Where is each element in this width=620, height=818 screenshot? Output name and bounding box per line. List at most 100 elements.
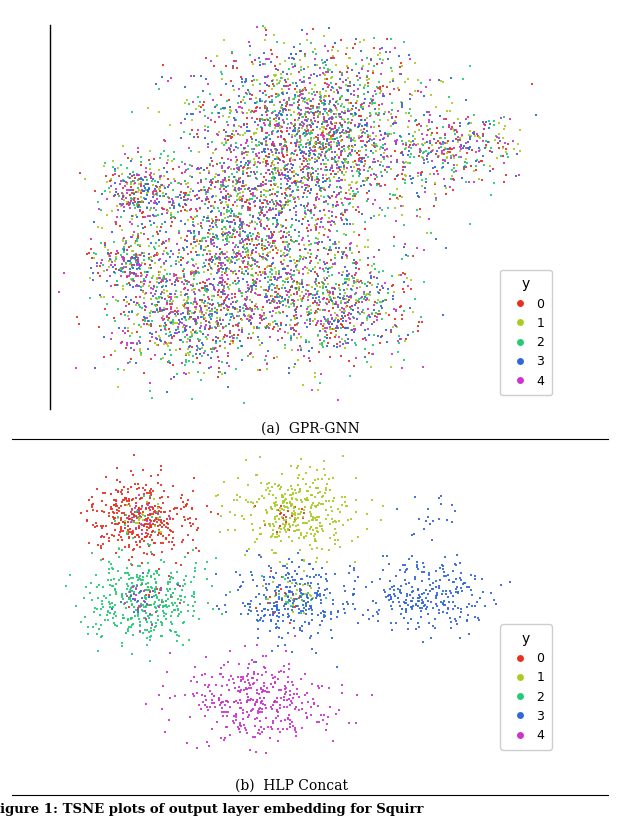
Point bbox=[295, 578, 305, 591]
Point bbox=[221, 694, 231, 708]
Point bbox=[102, 275, 112, 288]
Point bbox=[252, 183, 262, 196]
Point bbox=[243, 597, 253, 610]
Point bbox=[440, 569, 450, 582]
Point bbox=[295, 74, 305, 87]
Point bbox=[276, 534, 286, 547]
Point bbox=[134, 196, 144, 209]
Point bbox=[294, 229, 304, 242]
Point bbox=[136, 517, 146, 530]
Point bbox=[168, 512, 178, 525]
Point bbox=[271, 115, 281, 128]
Point bbox=[294, 339, 304, 353]
Point bbox=[146, 201, 156, 214]
Point bbox=[425, 108, 435, 121]
Point bbox=[423, 568, 433, 581]
Point bbox=[133, 254, 143, 267]
Point bbox=[261, 139, 271, 152]
Point bbox=[399, 155, 409, 169]
Point bbox=[304, 92, 314, 106]
Point bbox=[343, 142, 353, 155]
Point bbox=[361, 70, 371, 83]
Point bbox=[184, 142, 193, 155]
Point bbox=[170, 326, 180, 339]
Point bbox=[285, 517, 294, 530]
Point bbox=[123, 624, 133, 637]
Point bbox=[134, 335, 144, 348]
Point bbox=[317, 596, 327, 609]
Point bbox=[144, 564, 154, 577]
Point bbox=[198, 183, 208, 196]
Point bbox=[216, 156, 226, 169]
Point bbox=[334, 87, 343, 100]
Point bbox=[332, 610, 342, 623]
Point bbox=[141, 287, 151, 300]
Point bbox=[378, 151, 388, 164]
Point bbox=[302, 178, 312, 191]
Point bbox=[309, 139, 319, 152]
Point bbox=[143, 183, 153, 196]
Point bbox=[443, 591, 453, 604]
Point bbox=[193, 342, 203, 355]
Point bbox=[363, 322, 373, 335]
Point bbox=[312, 101, 322, 114]
Point bbox=[196, 703, 206, 716]
Point bbox=[282, 259, 292, 272]
Point bbox=[194, 163, 204, 176]
Point bbox=[295, 85, 305, 98]
Point bbox=[95, 289, 105, 302]
Point bbox=[444, 596, 454, 609]
Point bbox=[267, 723, 277, 736]
Point bbox=[320, 76, 330, 89]
Point bbox=[230, 114, 240, 127]
Point bbox=[311, 568, 321, 581]
Point bbox=[252, 150, 262, 163]
Point bbox=[92, 259, 102, 272]
Point bbox=[193, 124, 203, 137]
Point bbox=[242, 124, 252, 137]
Point bbox=[375, 142, 385, 155]
Point bbox=[151, 331, 161, 344]
Point bbox=[118, 243, 128, 256]
Point bbox=[257, 313, 267, 326]
Point bbox=[223, 349, 232, 362]
Point bbox=[161, 276, 171, 289]
Point bbox=[313, 131, 323, 144]
Point bbox=[290, 145, 300, 158]
Point bbox=[241, 453, 251, 466]
Point bbox=[223, 250, 232, 263]
Point bbox=[265, 183, 275, 196]
Point bbox=[119, 194, 129, 207]
Point bbox=[201, 185, 211, 198]
Point bbox=[273, 503, 283, 516]
Point bbox=[442, 137, 452, 150]
Point bbox=[143, 521, 153, 534]
Point bbox=[166, 589, 175, 602]
Point bbox=[265, 119, 275, 133]
Point bbox=[310, 58, 320, 71]
Point bbox=[115, 189, 125, 202]
Point bbox=[110, 258, 120, 271]
Point bbox=[261, 712, 271, 725]
Point bbox=[304, 515, 314, 528]
Point bbox=[287, 52, 297, 65]
Point bbox=[325, 121, 335, 134]
Point bbox=[99, 351, 109, 364]
Point bbox=[274, 606, 284, 619]
Point bbox=[198, 695, 208, 708]
Point bbox=[239, 218, 249, 231]
Point bbox=[209, 690, 219, 703]
Point bbox=[438, 147, 448, 160]
Point bbox=[172, 368, 182, 381]
Point bbox=[239, 250, 249, 263]
Point bbox=[255, 275, 265, 288]
Point bbox=[152, 506, 162, 519]
Point bbox=[268, 528, 278, 541]
Point bbox=[133, 538, 143, 551]
Point bbox=[161, 600, 171, 613]
Point bbox=[138, 196, 148, 209]
Point bbox=[303, 300, 313, 313]
Point bbox=[297, 115, 307, 128]
Point bbox=[417, 179, 427, 192]
Point bbox=[195, 106, 205, 119]
